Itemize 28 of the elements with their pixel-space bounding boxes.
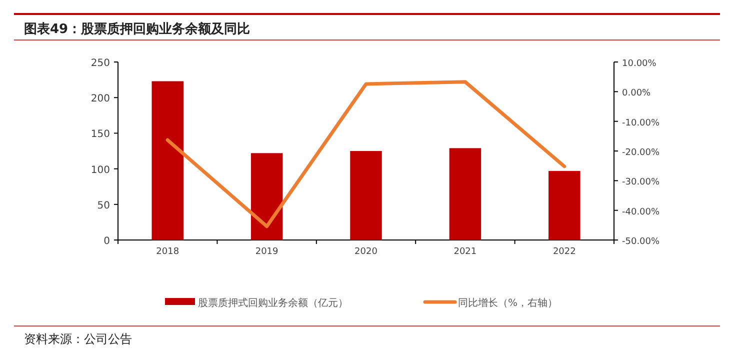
y2-tick-label: -10.00%	[622, 118, 660, 128]
y-tick-label: 250	[90, 58, 110, 69]
x-tick-label: 2019	[255, 247, 279, 257]
legend-label: 同比增长（%，右轴）	[458, 297, 558, 309]
y-tick-label: 50	[97, 200, 110, 212]
y-tick-label: 100	[90, 164, 110, 176]
bar	[548, 170, 580, 240]
y-tick-label: 150	[90, 129, 110, 140]
bar	[350, 151, 382, 240]
text: 资料来源：公司公告	[24, 332, 132, 346]
x-tick-label: 2022	[552, 247, 576, 257]
y2-tick-label: 0.00%	[622, 88, 652, 99]
y-tick-label: 0	[104, 236, 110, 247]
y2-tick-label: 10.00%	[622, 59, 657, 69]
y2-tick-label: -50.00%	[622, 237, 660, 247]
line-series	[166, 80, 566, 228]
bar	[250, 153, 283, 240]
legend-label: 股票质押式回购业务余额（亿元）	[198, 297, 348, 309]
y2-tick-label: -20.00%	[622, 148, 660, 158]
x-tick-label: 2021	[454, 247, 477, 257]
x-tick-label: 2020	[354, 247, 378, 257]
bar	[449, 148, 482, 240]
bar	[152, 81, 184, 240]
y-tick-label: 200	[90, 94, 110, 105]
y2-tick-label: -40.00%	[622, 207, 660, 218]
x-tick-label: 2018	[156, 247, 180, 257]
y2-tick-label: -30.00%	[622, 178, 660, 188]
chart-title: 图表49：股票质押回购业务余额及同比	[24, 21, 250, 37]
